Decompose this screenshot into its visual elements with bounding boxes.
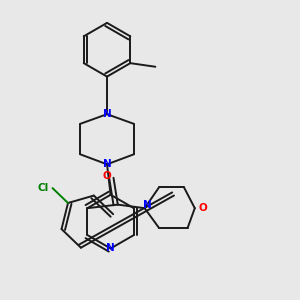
Text: N: N bbox=[106, 244, 115, 254]
Text: N: N bbox=[103, 109, 111, 119]
Text: N: N bbox=[103, 159, 111, 169]
Text: Cl: Cl bbox=[38, 183, 49, 193]
Text: O: O bbox=[103, 171, 111, 181]
Text: O: O bbox=[198, 203, 207, 213]
Text: N: N bbox=[143, 200, 152, 210]
